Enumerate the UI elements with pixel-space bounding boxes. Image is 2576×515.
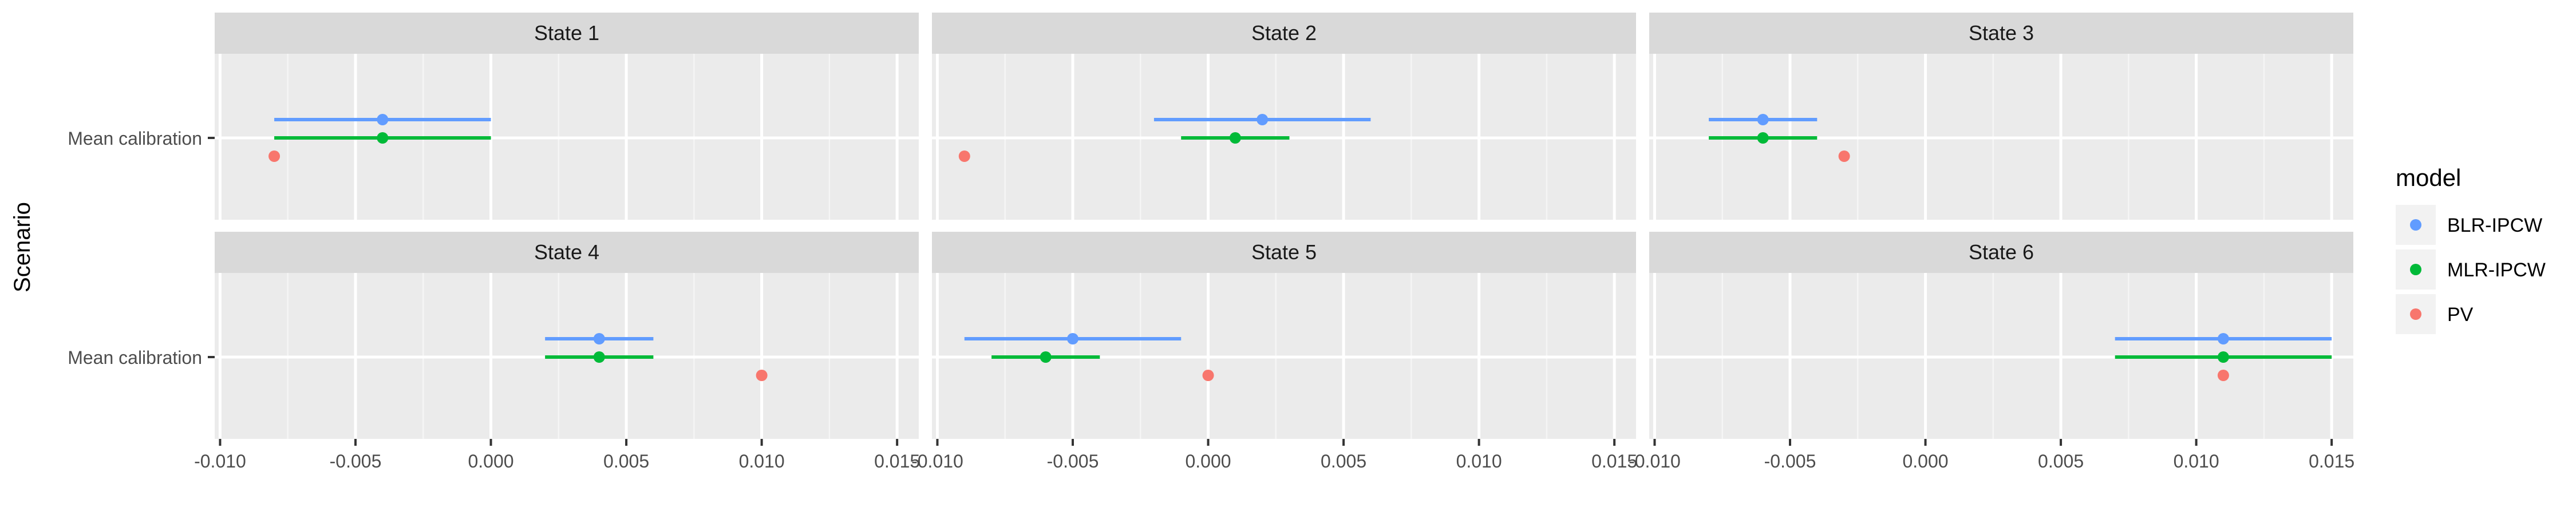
point-pv — [958, 150, 970, 162]
legend-item-mlr-ipcw: MLR-IPCW — [2396, 249, 2546, 290]
x-tick-label: 0.005 — [1321, 451, 1366, 472]
point-blr-ipcw — [1067, 333, 1078, 344]
legend-label: MLR-IPCW — [2447, 259, 2546, 281]
y-axis-title: Scenario — [10, 202, 35, 292]
panel-4: State 4 — [215, 232, 919, 439]
panel-2: State 2 — [932, 13, 1636, 220]
point-pv — [1838, 150, 1850, 162]
panel-title: State 6 — [1969, 240, 2034, 264]
legend-symbol — [2410, 308, 2421, 320]
point-mlr-ipcw — [1757, 132, 1769, 144]
point-blr-ipcw — [377, 114, 389, 125]
panel-title: State 5 — [1251, 240, 1317, 264]
point-blr-ipcw — [2217, 333, 2229, 344]
x-tick-label: 0.015 — [874, 451, 920, 472]
panel-title: State 3 — [1969, 21, 2034, 45]
point-mlr-ipcw — [377, 132, 389, 144]
panel-title: State 4 — [534, 240, 599, 264]
axis-layer: Mean calibration Mean calibration -0.010 -0… — [68, 128, 2354, 472]
panel-strip — [932, 13, 1636, 54]
x-tick-label: 0.000 — [1185, 451, 1231, 472]
panel-strip — [215, 13, 919, 54]
point-mlr-ipcw — [2217, 351, 2229, 363]
point-mlr-ipcw — [593, 351, 605, 363]
x-tick-label: -0.010 — [194, 451, 246, 472]
legend-symbol — [2410, 264, 2421, 275]
panel-6: State 6 — [1649, 232, 2353, 439]
legend-symbol — [2410, 219, 2421, 231]
panel-3: State 3 — [1649, 13, 2353, 220]
panel-title: State 1 — [534, 21, 599, 45]
x-tick-label: 0.005 — [603, 451, 649, 472]
x-tick-label: 0.000 — [468, 451, 513, 472]
x-tick-label: -0.010 — [1629, 451, 1681, 472]
legend: model BLR-IPCW MLR-IPCW PV — [2396, 164, 2546, 334]
panel-strip — [932, 232, 1636, 273]
x-tick-label: 0.000 — [1902, 451, 1948, 472]
legend-label: BLR-IPCW — [2447, 215, 2542, 236]
panel-strip — [1649, 232, 2353, 273]
point-pv — [2217, 370, 2229, 381]
point-pv — [756, 370, 768, 381]
x-tick-label: 0.015 — [2309, 451, 2354, 472]
panel-strip — [215, 232, 919, 273]
point-blr-ipcw — [1257, 114, 1269, 125]
panel-strip — [1649, 13, 2353, 54]
point-mlr-ipcw — [1229, 132, 1241, 144]
panel-title: State 2 — [1251, 21, 1317, 45]
point-blr-ipcw — [593, 333, 605, 344]
panel-1: State 1 — [215, 13, 919, 220]
point-pv — [268, 150, 280, 162]
x-tick-label: 0.015 — [1591, 451, 1637, 472]
x-tick-label: -0.010 — [911, 451, 963, 472]
x-tick-label: -0.005 — [330, 451, 382, 472]
legend-item-blr-ipcw: BLR-IPCW — [2396, 205, 2542, 245]
x-tick-label: 0.010 — [1456, 451, 1502, 472]
panel-5: State 5 — [932, 232, 1636, 439]
x-tick-label: -0.005 — [1047, 451, 1099, 472]
y-tick-label: Mean calibration — [68, 347, 202, 368]
legend-item-pv: PV — [2396, 294, 2474, 334]
point-blr-ipcw — [1757, 114, 1769, 125]
x-tick-label: 0.010 — [2174, 451, 2219, 472]
x-tick-label: 0.010 — [739, 451, 785, 472]
y-tick-label: Mean calibration — [68, 128, 202, 149]
panels-layer: State 1 State 2 State 3 State 4 State 5 State… — [215, 13, 2353, 439]
point-pv — [1202, 370, 1214, 381]
legend-title: model — [2396, 164, 2461, 191]
x-tick-label: 0.005 — [2038, 451, 2084, 472]
x-tick-label: -0.005 — [1764, 451, 1816, 472]
point-mlr-ipcw — [1040, 351, 1052, 363]
legend-label: PV — [2447, 304, 2474, 326]
